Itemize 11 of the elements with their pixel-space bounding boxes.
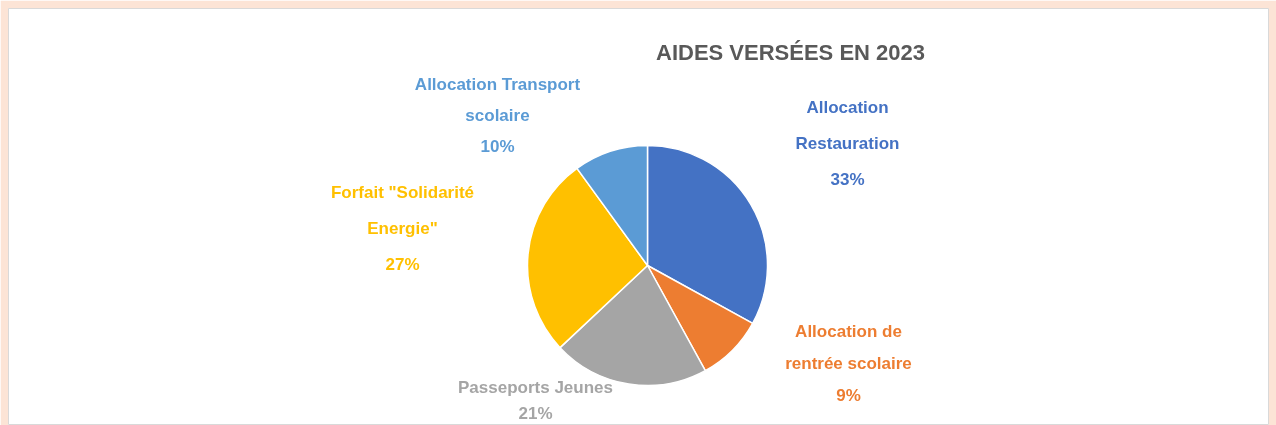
slice-label: Allocation Restauration bbox=[795, 98, 900, 153]
chart-title: AIDES VERSÉES EN 2023 bbox=[656, 40, 926, 65]
slice-label: Passeports Jeunes bbox=[458, 378, 613, 398]
data-label: 9% bbox=[836, 386, 861, 406]
slice-label: Forfait "Solidarité Energie" bbox=[330, 183, 475, 238]
data-label: 33% bbox=[830, 169, 865, 189]
slice-label: Allocation de rentrée scolaire bbox=[785, 321, 912, 373]
data-label: 27% bbox=[385, 254, 420, 274]
slice-label: Allocation Transport scolaire bbox=[414, 74, 581, 125]
data-label: 21% bbox=[518, 403, 553, 423]
data-label: 10% bbox=[480, 137, 515, 157]
